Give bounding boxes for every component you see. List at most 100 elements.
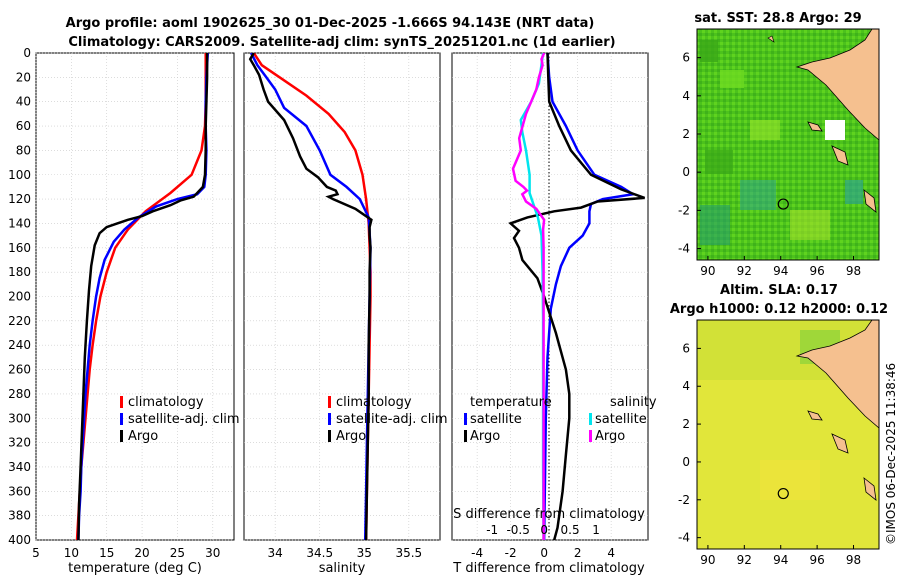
x-tick-label: 35.5: [395, 546, 422, 560]
sst-patch: [845, 180, 863, 204]
depth-tick-label: 0: [23, 46, 31, 60]
x-tick-label: 15: [99, 546, 114, 560]
salinity-axes-box: [243, 52, 441, 541]
depth-tick-label: 160: [8, 241, 31, 255]
x-tick-label: 30: [205, 546, 220, 560]
lon-tick-label: 94: [773, 553, 788, 567]
lat-tick-label: -4: [678, 242, 690, 256]
depth-tick-label: 100: [8, 168, 31, 182]
series-line-argo: [77, 53, 209, 540]
legend-swatch-s-argo: [589, 430, 592, 442]
lat-tick-label: 2: [682, 417, 690, 431]
s-diff-tick-label: -0.5: [506, 523, 529, 537]
depth-tick-label: 380: [8, 509, 31, 523]
lon-tick-label: 90: [700, 553, 715, 567]
x-tick-label: 35: [357, 546, 372, 560]
depth-tick-label: 360: [8, 484, 31, 498]
legend-label-satellite: satellite-adj. clim: [336, 412, 448, 427]
lon-tick-label: 92: [737, 553, 752, 567]
lat-tick-label: 0: [682, 165, 690, 179]
difference-axes-box: [451, 52, 649, 541]
depth-tick-label: 120: [8, 192, 31, 206]
sst-lat-ticks: -4 -2 0 2 4 6: [678, 51, 701, 256]
lon-tick-label: 98: [846, 553, 861, 567]
sst-missing-patch: [825, 120, 845, 140]
temperature-xlabel: temperature (deg C): [68, 561, 202, 576]
sst-lon-ticks: 90 92 94 96 98: [700, 256, 861, 278]
legend-label-s-argo: Argo: [595, 429, 625, 444]
temperature-panel: 0 20 40 60 80 100 120 140 160 180 200 220 240 260 280 3…: [8, 46, 240, 576]
sla-map-title: Altim. SLA: 0.17: [720, 283, 838, 298]
x-tick-label: 5: [32, 546, 40, 560]
s-diff-tick-label: 1: [592, 523, 600, 537]
island-nias: [831, 145, 849, 166]
salinity-lines: [248, 53, 373, 540]
sst-patch: [700, 40, 718, 62]
difference-lines: [508, 53, 646, 540]
sst-patch: [700, 205, 730, 245]
depth-tick-label: 20: [16, 70, 31, 84]
salinity-grid: [244, 52, 440, 541]
legend-swatch-t-satellite: [464, 413, 467, 425]
depth-tick-label: 180: [8, 265, 31, 279]
temperature-grid: [35, 52, 234, 541]
salinity-xlabel: salinity: [319, 561, 366, 576]
depth-tick-label: 200: [8, 290, 31, 304]
legend-heading-temperature: temperature: [470, 395, 552, 410]
sla-map-panel: Altim. SLA: 0.17 Argo h1000: 0.12 h2000:…: [670, 283, 888, 567]
lat-tick-label: 0: [682, 455, 690, 469]
lat-tick-label: -2: [678, 203, 690, 217]
lat-tick-label: 2: [682, 127, 690, 141]
x-tick-label: 34.5: [306, 546, 333, 560]
argo-position-marker: [777, 198, 789, 210]
s-diff-tick-label: 0: [540, 523, 548, 537]
lat-tick-label: -4: [678, 531, 690, 545]
argo-position-marker: [777, 487, 789, 500]
lat-tick-label: 6: [682, 51, 690, 65]
legend-swatch-s-satellite: [589, 413, 592, 425]
depth-tick-label: 400: [8, 533, 31, 547]
legend-label-s-satellite: satellite: [595, 412, 647, 427]
lon-tick-label: 90: [700, 264, 715, 278]
sst-patch: [750, 120, 780, 140]
imos-watermark: ©IMOS 06-Dec-2025 11:38:46: [884, 363, 898, 545]
lat-tick-label: 6: [682, 341, 690, 355]
salinity-legend: climatology satellite-adj. clim Argo: [328, 395, 448, 444]
legend-heading-salinity: salinity: [610, 395, 657, 410]
s-diff-tick-label: -1: [486, 523, 498, 537]
depth-tick-label: 80: [16, 143, 31, 157]
series-line-temperature-satellite: [542, 53, 637, 540]
legend-swatch-climatology: [120, 396, 123, 408]
sla-map-subtitle: Argo h1000: 0.12 h2000: 0.12: [670, 302, 888, 317]
lon-tick-label: 98: [846, 264, 861, 278]
sla-map-frame: [696, 319, 880, 550]
sumatra-land: [795, 320, 879, 429]
sst-map-frame: [696, 28, 880, 261]
island-simeulue: [807, 410, 823, 421]
figure-title-line1: Argo profile: aoml 1902625_30 01-Dec-202…: [66, 16, 595, 31]
legend-swatch-satellite: [328, 413, 331, 425]
island-simeulue: [807, 121, 823, 132]
series-line-argo: [248, 53, 373, 540]
salinity-tick-labels: 34 34.5 35 35.5: [268, 546, 423, 560]
legend-label-argo: Argo: [128, 429, 158, 444]
depth-tick-label: 280: [8, 387, 31, 401]
depth-tick-label: 140: [8, 216, 31, 230]
depth-tick-label: 220: [8, 314, 31, 328]
depth-tick-label: 260: [8, 363, 31, 377]
x-tick-label: 0: [540, 546, 548, 560]
x-tick-label: 20: [134, 546, 149, 560]
x-tick-label: -2: [505, 546, 517, 560]
legend-label-satellite: satellite-adj. clim: [128, 412, 240, 427]
x-tick-label: -4: [471, 546, 483, 560]
sst-patch: [790, 210, 830, 240]
sst-map-panel: sat. SST: 28.8 Argo: 29 90 92 94 96 98 -4 -2 0…: [678, 11, 880, 278]
x-tick-label: 25: [170, 546, 185, 560]
x-tick-label: 4: [607, 546, 615, 560]
legend-swatch-climatology: [328, 396, 331, 408]
legend-label-t-argo: Argo: [470, 429, 500, 444]
sla-lon-ticks: 90 92 94 96 98: [700, 545, 861, 567]
legend-swatch-argo: [120, 430, 123, 442]
salinity-panel: 34 34.5 35 35.5 salinity climatology satell…: [243, 52, 448, 576]
salinity-diff-tick-labels: -1 -0.5 0 0.5 1: [486, 523, 600, 537]
